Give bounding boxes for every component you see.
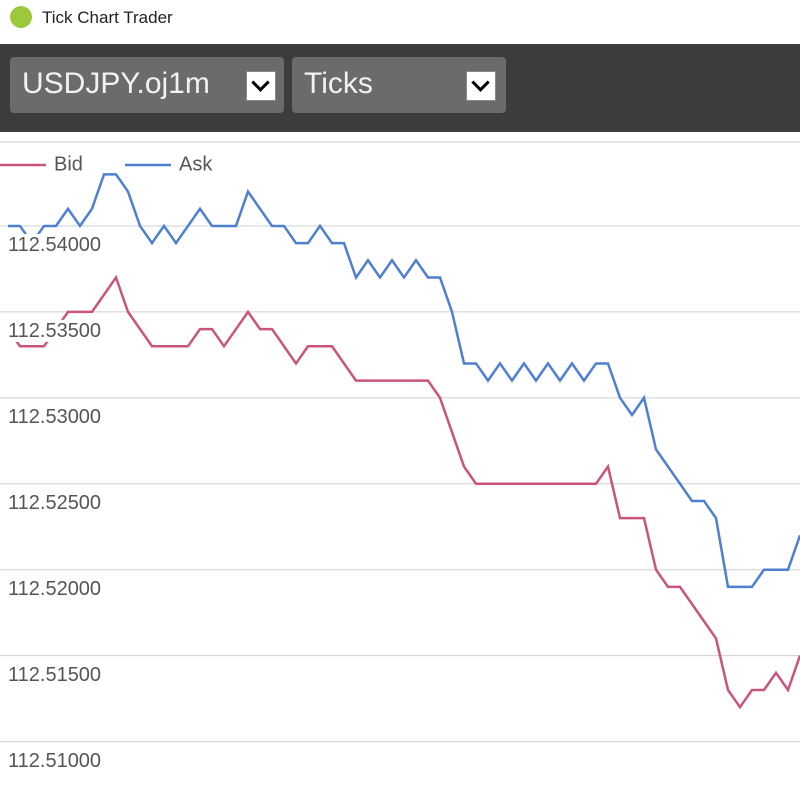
y-tick-label: 112.54000 (8, 234, 101, 256)
y-tick-label: 112.53000 (8, 406, 101, 428)
app-icon (10, 6, 32, 28)
tick-label-bg (4, 491, 116, 514)
symbol-dropdown[interactable]: USDJPY.oj1m (10, 57, 284, 113)
y-tick-label: 112.51500 (8, 664, 101, 686)
series-line (8, 173, 800, 589)
tick-label-bg (4, 749, 116, 772)
legend-label: Bid (54, 153, 83, 175)
toolbar: USDJPY.oj1m Ticks (0, 44, 800, 132)
y-tick-label: 112.53500 (8, 320, 101, 342)
y-tick-label: 112.52500 (8, 492, 101, 514)
tick-label-bg (4, 319, 116, 342)
y-tick-label: 112.51000 (8, 750, 101, 772)
title-bar: Tick Chart Trader (0, 0, 800, 36)
window-title: Tick Chart Trader (42, 8, 173, 27)
dropdown-arrow[interactable] (466, 71, 496, 101)
legend-label: Ask (179, 153, 213, 175)
symbol-text: USDJPY.oj1m (22, 67, 210, 100)
tick-label-bg (4, 233, 116, 256)
mode-dropdown[interactable]: Ticks (292, 57, 506, 113)
tick-label-bg (4, 577, 116, 600)
tick-label-bg (4, 663, 116, 686)
y-tick-label: 112.52000 (8, 578, 101, 600)
dropdown-arrow[interactable] (246, 71, 276, 101)
tick-label-bg (4, 405, 116, 428)
mode-text: Ticks (304, 67, 373, 100)
series-line (6, 274, 800, 710)
